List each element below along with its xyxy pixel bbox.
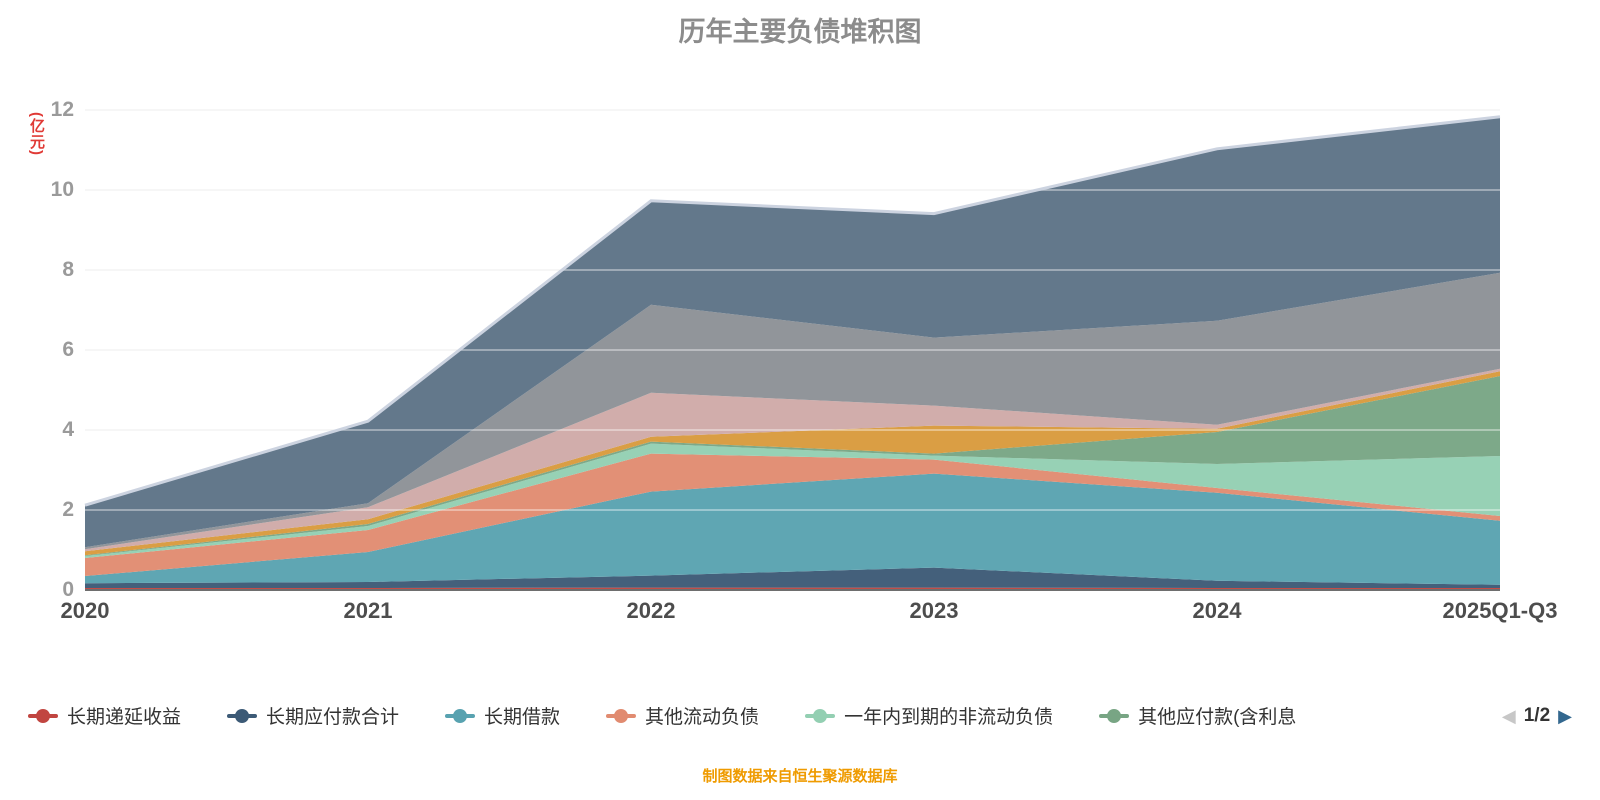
area-series-7: [85, 371, 1500, 556]
area-series-2: [85, 567, 1500, 588]
legend-next-page-icon[interactable]: ▶: [1558, 705, 1572, 726]
area-series-10: [85, 116, 1500, 548]
x-tick-label: 2024: [1192, 598, 1242, 623]
x-tick-label: 2021: [343, 598, 393, 623]
legend-label: 其他应付款(含利息: [1138, 707, 1297, 728]
legend-item-4[interactable]: 其他流动负债: [606, 702, 759, 729]
y-tick-label: 8: [62, 258, 74, 281]
y-tick-label: 6: [62, 338, 74, 361]
legend-item-5[interactable]: 一年内到期的非流动负债: [805, 702, 1053, 729]
x-tick-label: 2023: [909, 598, 959, 623]
x-tick-label: 2025Q1-Q3: [1442, 598, 1558, 623]
area-series-9: [85, 272, 1500, 550]
legend-item-6[interactable]: 其他应付款(含利息: [1099, 702, 1296, 729]
y-tick-label: 12: [50, 98, 74, 121]
legend-line-dot-icon: [1099, 708, 1130, 723]
chart-title: 历年主要负债堆积图: [678, 17, 922, 47]
legend-page-indicator: 1/2: [1523, 704, 1551, 726]
area-series-5: [85, 443, 1500, 558]
legend-label: 长期借款: [484, 707, 561, 728]
x-tick-label: 2020: [60, 598, 110, 623]
legend-line-dot-icon: [28, 708, 58, 723]
area-series-4: [85, 453, 1500, 576]
legend-line-dot-icon: [227, 708, 258, 723]
legend-line-dot-icon: [606, 708, 637, 723]
area-series-3: [85, 473, 1500, 585]
legend-item-1[interactable]: 长期递延收益: [28, 702, 181, 729]
legend-label: 一年内到期的非流动负债: [844, 707, 1054, 728]
y-tick-label: 4: [62, 418, 74, 441]
x-tick-label: 2022: [626, 598, 676, 623]
legend-item-3[interactable]: 长期借款: [445, 702, 560, 729]
legend-line-dot-icon: [805, 708, 836, 723]
source-caption: 制图数据来自恒生聚源数据库: [702, 768, 898, 785]
legend-label: 长期应付款合计: [266, 707, 400, 728]
y-tick-label: 2: [62, 498, 74, 521]
legend-label: 其他流动负债: [645, 707, 760, 728]
legend-item-2[interactable]: 长期应付款合计: [227, 702, 399, 729]
y-tick-label: 10: [50, 178, 74, 201]
legend-line-dot-icon: [445, 708, 476, 723]
y-tick-label: 0: [62, 578, 74, 601]
legend-prev-page-icon[interactable]: ◀: [1501, 705, 1516, 726]
legend-label: 长期递延收益: [67, 707, 182, 728]
area-series-8: [85, 368, 1500, 552]
y-axis-unit-label: (亿元): [28, 112, 45, 156]
legend: 长期递延收益 长期应付款合计 长期借款 其他流动负债 一年内到期的非流动负债 其他应付款(…: [0, 702, 1600, 729]
stack-top-line: [84, 115, 1501, 507]
legend-pager: ◀ 1/2 ▶: [1502, 705, 1572, 727]
